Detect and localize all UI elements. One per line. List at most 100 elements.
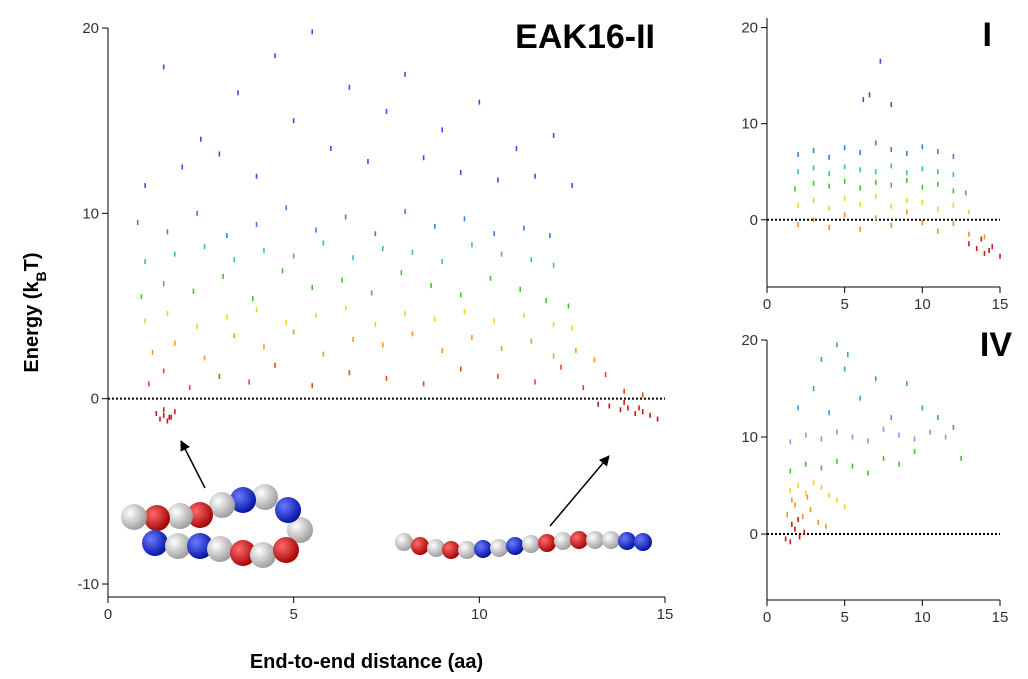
point <box>868 92 871 98</box>
point <box>136 220 139 226</box>
point <box>196 323 198 329</box>
point <box>263 344 265 350</box>
point <box>968 209 970 215</box>
point <box>233 333 236 339</box>
y-axis-label-part: B <box>33 271 49 281</box>
point <box>311 29 314 35</box>
point <box>404 71 406 77</box>
point <box>315 227 317 233</box>
point <box>859 167 861 173</box>
point <box>791 497 793 503</box>
point <box>534 173 536 179</box>
point <box>843 212 846 218</box>
point <box>567 303 570 309</box>
point <box>370 290 373 296</box>
point <box>188 385 191 391</box>
point <box>140 294 143 300</box>
point <box>789 468 792 474</box>
point <box>519 286 521 292</box>
point <box>798 534 801 540</box>
point <box>404 310 406 316</box>
point <box>545 297 547 303</box>
point <box>890 223 893 229</box>
point <box>441 259 443 265</box>
molecule-ring <box>121 484 313 568</box>
point <box>352 255 354 261</box>
point <box>174 340 176 346</box>
point <box>862 97 865 103</box>
point <box>906 381 908 387</box>
point <box>330 145 332 151</box>
point <box>921 199 924 205</box>
point <box>192 288 195 294</box>
point <box>952 188 955 194</box>
y-tick-label: -10 <box>77 576 99 593</box>
point <box>311 284 314 290</box>
point <box>906 177 908 183</box>
point <box>874 194 877 200</box>
point <box>882 426 885 432</box>
point <box>523 312 525 318</box>
point <box>828 205 830 211</box>
point <box>385 108 388 114</box>
point <box>937 206 939 212</box>
point <box>812 480 815 486</box>
point <box>489 275 492 281</box>
point <box>174 251 176 257</box>
point <box>859 150 861 155</box>
point <box>784 536 787 542</box>
point <box>906 170 908 176</box>
point <box>422 381 425 387</box>
point <box>913 449 916 455</box>
point <box>181 164 184 170</box>
x-tick-label: 0 <box>104 606 112 623</box>
point <box>534 379 536 385</box>
point <box>806 494 809 500</box>
point <box>874 179 877 185</box>
point <box>999 253 1001 259</box>
point <box>497 373 499 379</box>
point <box>656 416 659 422</box>
point <box>233 257 236 263</box>
arrow <box>180 440 206 489</box>
point <box>797 405 799 411</box>
point <box>913 436 916 442</box>
point <box>882 455 885 461</box>
y-axis-label: Energy (kBT) <box>21 252 49 372</box>
point <box>836 458 838 464</box>
point <box>248 379 250 385</box>
point <box>937 415 939 421</box>
point <box>965 190 967 196</box>
point <box>789 439 792 445</box>
point <box>638 405 640 411</box>
y-axis-label-part: Energy (k <box>21 281 43 373</box>
point <box>988 247 990 253</box>
point <box>843 164 846 170</box>
point <box>348 370 351 376</box>
point <box>846 352 849 358</box>
point <box>960 455 962 461</box>
point <box>843 504 846 510</box>
y-axis-label-part: T) <box>21 252 43 271</box>
point <box>921 405 924 411</box>
point <box>623 399 625 405</box>
point <box>459 366 462 372</box>
point <box>226 314 228 320</box>
y-tick-label: 10 <box>82 205 99 222</box>
point <box>817 519 820 525</box>
point <box>812 165 815 171</box>
point <box>374 231 377 237</box>
point <box>471 242 473 248</box>
point <box>367 158 369 164</box>
y-tick-label: 20 <box>82 20 99 37</box>
point <box>582 385 585 391</box>
point <box>929 429 931 435</box>
point <box>812 198 815 204</box>
point <box>549 233 551 239</box>
point <box>430 283 432 289</box>
point <box>322 240 325 246</box>
point <box>867 470 869 476</box>
point <box>789 539 792 545</box>
point <box>828 410 830 416</box>
point <box>374 322 377 328</box>
